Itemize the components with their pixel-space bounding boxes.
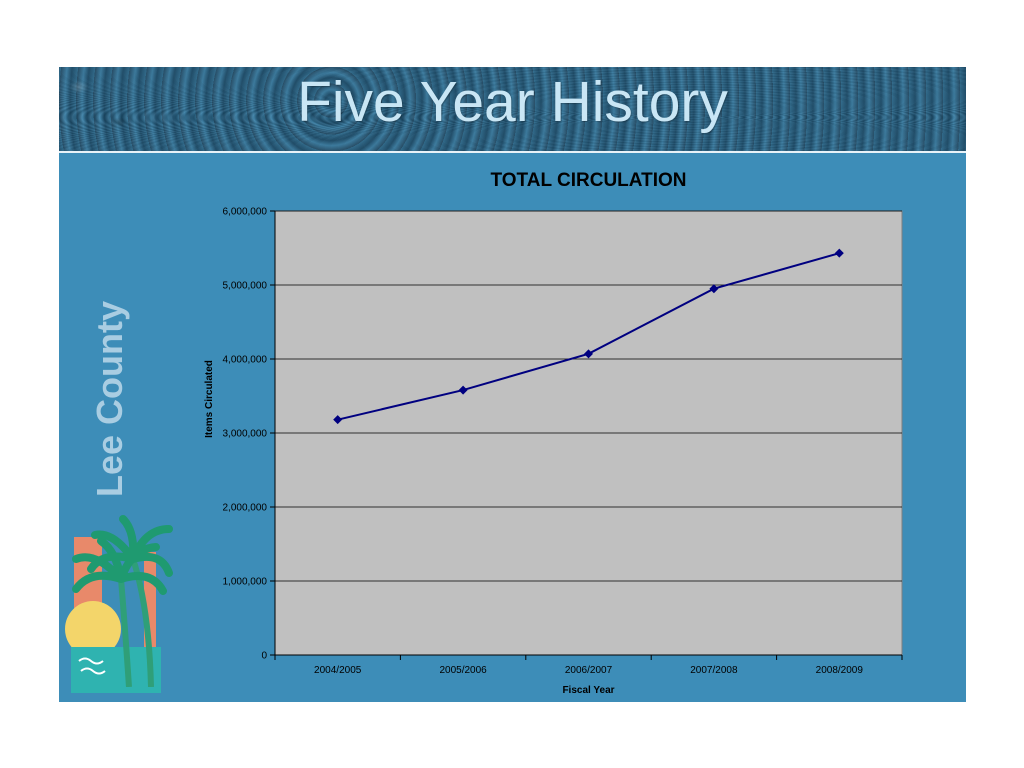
data-point bbox=[584, 349, 593, 359]
data-point bbox=[333, 415, 343, 425]
x-tick-label: 2006/2007 bbox=[565, 665, 613, 676]
data-point bbox=[458, 385, 468, 395]
x-tick-label: 2007/2008 bbox=[690, 665, 738, 676]
x-tick-label: 2004/2005 bbox=[314, 665, 362, 676]
lee-county-palm-logo bbox=[65, 515, 173, 693]
data-point bbox=[709, 284, 719, 294]
x-tick-label: 2008/2009 bbox=[816, 665, 864, 676]
banner-divider bbox=[59, 151, 966, 153]
y-axis-label: Items Circulated bbox=[204, 360, 215, 438]
data-point bbox=[834, 248, 844, 258]
y-tick-label: 2,000,000 bbox=[223, 503, 268, 514]
y-tick-label: 5,000,000 bbox=[223, 281, 268, 292]
slide-title: Five Year History bbox=[297, 70, 728, 134]
y-tick-label: 0 bbox=[261, 651, 267, 662]
title-banner bbox=[59, 67, 966, 151]
y-tick-label: 3,000,000 bbox=[223, 429, 268, 440]
slide: Five Year History Lee County 0 1,000,000 2… bbox=[59, 67, 966, 702]
chart-title: TOTAL CIRCULATION bbox=[491, 170, 687, 191]
y-tick-label: 4,000,000 bbox=[223, 355, 268, 366]
y-tick-label: 6,000,000 bbox=[223, 207, 268, 218]
x-tick-label: 2005/2006 bbox=[439, 665, 487, 676]
y-tick-label: 1,000,000 bbox=[223, 577, 268, 588]
x-axis-label: Fiscal Year bbox=[562, 685, 614, 696]
circulation-chart: 0 1,000,000 2,000,000 3,000,000 4,000,000 5,0… bbox=[204, 170, 903, 696]
